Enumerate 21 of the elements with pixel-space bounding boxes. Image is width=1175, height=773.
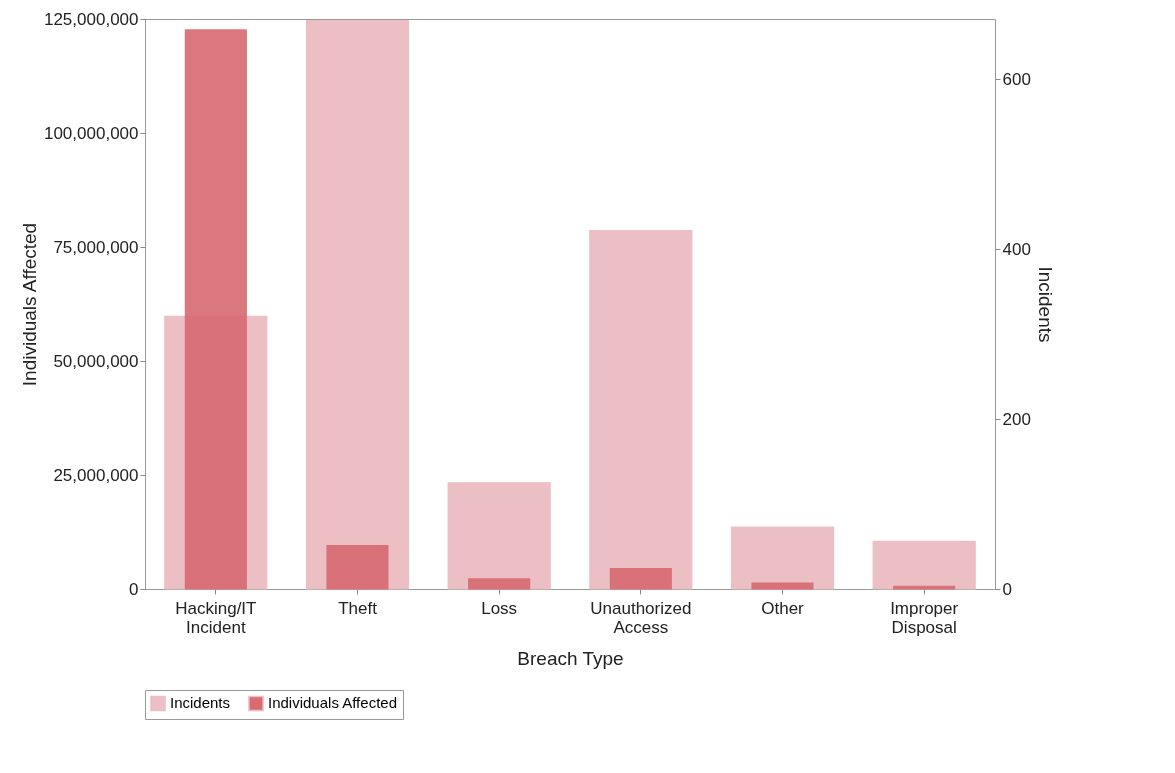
y-tick-label: 100,000,000 bbox=[43, 123, 139, 143]
y-tick-label: 50,000,000 bbox=[53, 351, 139, 371]
y2-tick-label: 0 bbox=[1002, 579, 1012, 599]
x-tick-label: Other bbox=[761, 598, 805, 618]
y-tick-label: 0 bbox=[129, 579, 139, 599]
y-tick-label: 125,000,000 bbox=[43, 9, 139, 29]
y-tick-label: 75,000,000 bbox=[53, 237, 139, 257]
y-tick-label: 25,000,000 bbox=[53, 465, 139, 485]
x-tick-label: Loss bbox=[481, 598, 518, 618]
y2-tick-label: 600 bbox=[1002, 69, 1031, 89]
x-tick-label: Improper Disposal bbox=[890, 598, 959, 637]
x-tick-label: Unauthorized Access bbox=[590, 598, 692, 637]
legend-label: Incidents bbox=[170, 694, 231, 712]
x-axis-title: Breach Type bbox=[517, 647, 624, 669]
y2-tick-label: 200 bbox=[1002, 409, 1031, 429]
y2-axis-title: Incidents bbox=[1034, 266, 1056, 343]
x-tick-label: Theft bbox=[338, 598, 378, 618]
y-axis-title: Individuals Affected bbox=[18, 222, 40, 387]
legend-label: Individuals Affected bbox=[268, 694, 397, 712]
x-tick-label: Hacking/IT Incident bbox=[175, 598, 257, 637]
y2-tick-label: 400 bbox=[1002, 239, 1031, 259]
